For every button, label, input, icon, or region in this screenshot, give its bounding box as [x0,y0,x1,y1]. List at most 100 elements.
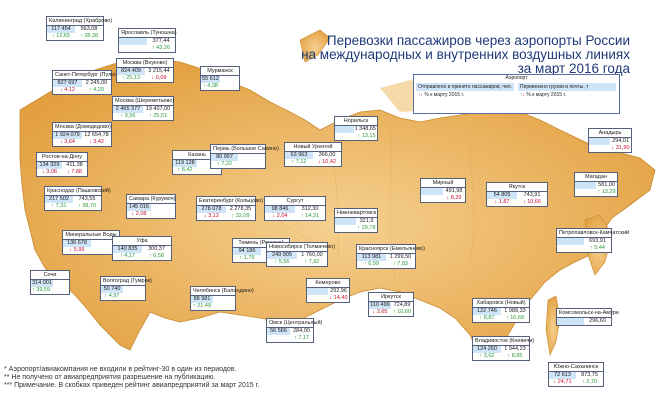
airport-changes: ↓ 14,40 [307,295,349,302]
airport-values: 63 963 366,00 [285,152,341,159]
airport-cargo [53,280,69,287]
airport-box: Нижневартовск 321,9 ↑ 29,78 [334,208,378,233]
title-line-3: за март 2016 года [517,61,630,76]
airport-passengers: 140 835 [113,246,142,253]
airport-name: Тюмень (Рощино) [233,239,289,248]
airport-passengers: 124 260 [473,346,501,353]
airport-passengers [575,182,596,189]
airport-passengers: 88 981 [191,296,213,303]
airport-passengers: 54 805 [487,192,517,199]
airport-cargo-change: ↑ 14,31 [300,213,320,219]
airport-cargo: 366,00 [318,152,336,158]
airport-values: 98 846 312,30 [265,206,325,213]
airport-values: 581,00 [575,182,617,189]
legend-passengers-change: ↑↓ % к марту 2015 г. [416,91,514,100]
airport-cargo: 1 944,23 [504,346,526,352]
airport-passengers: 2 465 377 [113,106,143,113]
airport-values: 117 454 563,08 [47,26,103,33]
airport-values: 56 566 284,00 [267,328,313,335]
airport-box: Екатеринбург (Кольцово) 278 078 2 278,35 ↓ … [196,196,263,221]
airport-changes: ↓ 1,87 ↓ 10,66 [487,199,547,206]
airport-passengers: 134 329 [37,162,62,169]
airport-values: 2 465 377 19 407,00 [113,106,173,113]
airport-values: 217 502 743,55 [45,196,101,203]
airport-passengers: 827 697 [53,80,82,87]
airport-passengers-change: ↓ 24,71 [553,379,572,385]
airport-cargo-change [123,293,145,300]
airport-passengers-change: ↑ 7,22 [217,161,232,167]
airport-passengers-change: ↑ 3,62 [479,353,495,359]
airport-passengers: 113 981 [357,254,386,261]
airport-box: Минеральные Воды 136 678 ↓ 5,99 [62,230,120,255]
map-novaya-zemlya [299,29,331,63]
airport-passengers [421,188,443,195]
down-arrow-icon: ↓ [420,92,424,98]
airport-values: 119 128 [173,160,221,167]
airport-changes: ↑ 3,62 ↑ 8,85 [473,353,529,360]
airport-passengers-change [335,225,356,232]
title-line-1: Перевозки пассажиров через аэропорты Рос… [326,33,630,48]
airport-name: Ростов-на-Дону [37,153,87,162]
airport-box: Москва (Шереметьево) 2 465 377 19 407,00 ↑ … [112,96,174,121]
airport-cargo-change: ↑ 13,29 [597,189,616,195]
airport-passengers-change: ↑ 39,59 [32,287,51,293]
airport-cargo: 2 245,00 [85,80,108,86]
footnote-3: *** Примечание. В скобках приведен рейти… [4,382,260,389]
airport-passengers-change: ↑ 6,99 [364,261,379,267]
airport-name: Нижневартовск [335,209,377,218]
airport-cargo-change: ↑ 8,85 [507,353,523,359]
airport-changes: ↑ 9,56 ↑ 25,51 [113,113,173,120]
airport-box: Магадан 581,00 ↑ 13,29 [574,172,618,197]
airport-box: Санкт-Петербург (Пулково) 827 697 2 245,00… [52,70,125,95]
airport-cargo-change: ↑ 32,09 [231,213,250,219]
airport-passengers [557,238,584,245]
airport-values: 249 905 1 760,00 [267,252,327,259]
airport-cargo: 693,91 [589,238,606,244]
airport-passengers: 145 016 [127,204,151,211]
airport-cargo-change: ↑ 0,58 [149,253,164,259]
airport-cargo-change: ↓ 10,42 [317,159,337,165]
legend-cargo-change: ↑↓ % к марту 2015 г. [518,91,616,100]
airport-passengers: 136 678 [63,240,91,247]
airport-changes: ↓ 2,08 [127,211,175,218]
airport-passengers: 72 613 [549,372,576,379]
legend-passengers-label: Отправлено и принято пассажиров, чел. [416,83,514,91]
airport-cargo-change: ↑ 16,68 [505,315,525,321]
airport-passengers-change: ↑ 1,79 [239,255,255,261]
airport-values: 110 499 724,89 [369,302,413,309]
airport-box: Новосибирск (Толмачево) 249 905 1 760,00 ↑ … [266,242,335,267]
airport-values: 294,01 [589,138,631,145]
airport-values: 491,98 [421,188,465,195]
airport-changes: ↓ 5,99 [63,247,119,254]
airport-changes: ↑ 29,78 [335,225,377,232]
airport-box: Краснодар (Пашковский) 217 502 743,55 ↑ 7,3… [44,186,111,211]
airport-values: 1 348,65 [335,126,377,133]
airport-passengers: 110 499 [369,302,391,309]
airport-passengers [307,288,328,295]
airport-box: Москва (Внуково) 824 409 3 215,44 ↑ 25,13 ↓ … [116,58,174,83]
airport-cargo-change [213,303,235,310]
airport-name: Южно-Сахалинск [549,363,603,372]
airport-name: Анадырь [589,129,631,138]
airport-passengers-change: ↑ 12,65 [51,33,71,39]
airport-passengers [335,218,356,225]
airport-passengers [119,38,147,45]
airport-cargo: 1 299,50 [389,254,412,260]
airport-cargo-change: ↑ 7,83 [393,261,408,267]
chart-title: Перевозки пассажиров через аэропорты Рос… [300,34,630,76]
airport-passengers-change: ↑ 4,17 [120,253,135,259]
airport-values: 50 740 [101,286,145,293]
airport-passengers-change: ↓ 3,08 [42,169,57,175]
airport-passengers-change [119,45,147,52]
airport-box: Мирный 491,98 ↓ 8,29 [420,178,466,203]
airport-cargo-change [151,211,175,218]
airport-passengers-change: ↑ 5,56 [274,259,290,265]
airport-box: Мурманск 55 612 ↑ 4,38 [200,66,240,91]
airport-box: Норильск 1 348,65 ↑ 13,15 [334,116,378,141]
airport-passengers: 824 409 [117,68,145,75]
airport-passengers: 56 566 [267,328,290,335]
airport-changes: ↑ 7,12 ↓ 10,42 [285,159,341,166]
airport-values: 72 613 873,75 [549,372,603,379]
airport-passengers: 249 905 [267,252,297,259]
airport-cargo [220,76,239,83]
